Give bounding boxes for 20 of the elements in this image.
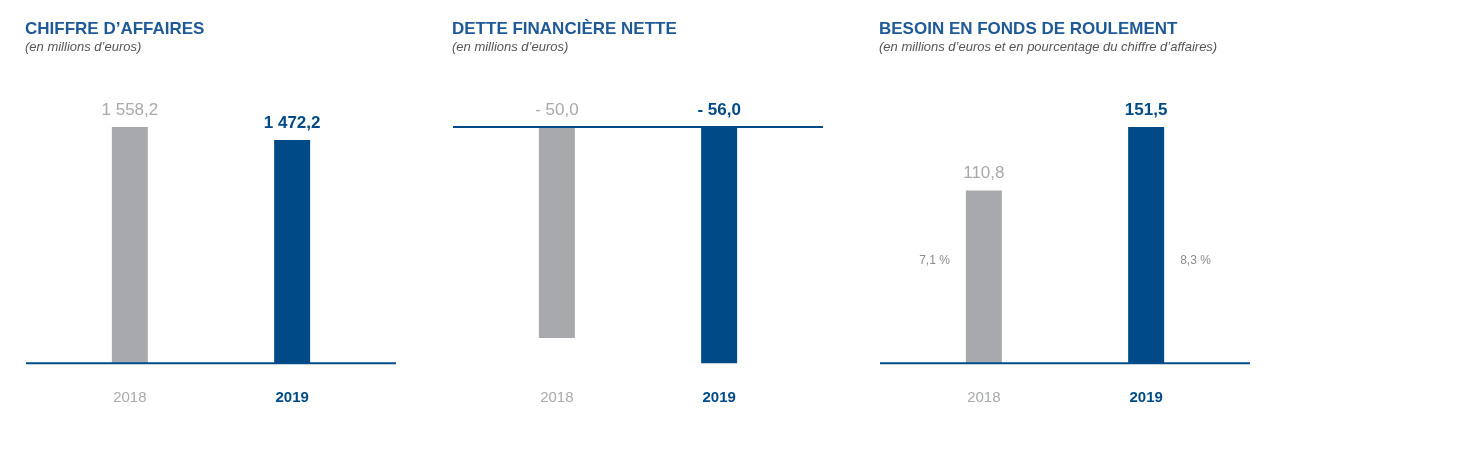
x-tick-label: 2018 bbox=[967, 387, 1001, 405]
x-tick-label: 2018 bbox=[113, 387, 147, 405]
data-label: 1 472,2 bbox=[263, 113, 321, 133]
chart-title: DETTE FINANCIÈRE NETTE bbox=[452, 19, 677, 38]
x-tick-label: 2019 bbox=[275, 387, 309, 405]
data-label: 151,5 bbox=[1124, 99, 1168, 119]
data-label: 110,8 bbox=[963, 163, 1005, 183]
chart-subtitle: (en millions d’euros) bbox=[452, 39, 569, 54]
chart-title: CHIFFRE D’AFFAIRES bbox=[25, 19, 205, 38]
data-label: 1 558,2 bbox=[101, 99, 159, 119]
annotation: 7,1 % bbox=[919, 252, 951, 267]
annotation: 8,3 % bbox=[1180, 252, 1212, 267]
data-label: - 56,0 bbox=[697, 99, 741, 119]
x-tick-label: 2018 bbox=[540, 387, 574, 405]
chart-subtitle: (en millions d’euros) bbox=[25, 39, 142, 54]
x-tick-label: 2019 bbox=[1129, 387, 1163, 405]
chart-title: BESOIN EN FONDS DE ROULEMENT bbox=[879, 19, 1179, 38]
data-label: - 50,0 bbox=[535, 99, 579, 119]
x-tick-label: 2019 bbox=[702, 387, 736, 405]
chart-subtitle: (en millions d’euros et en pourcentage du chiffre d’affaires) bbox=[879, 39, 1218, 54]
